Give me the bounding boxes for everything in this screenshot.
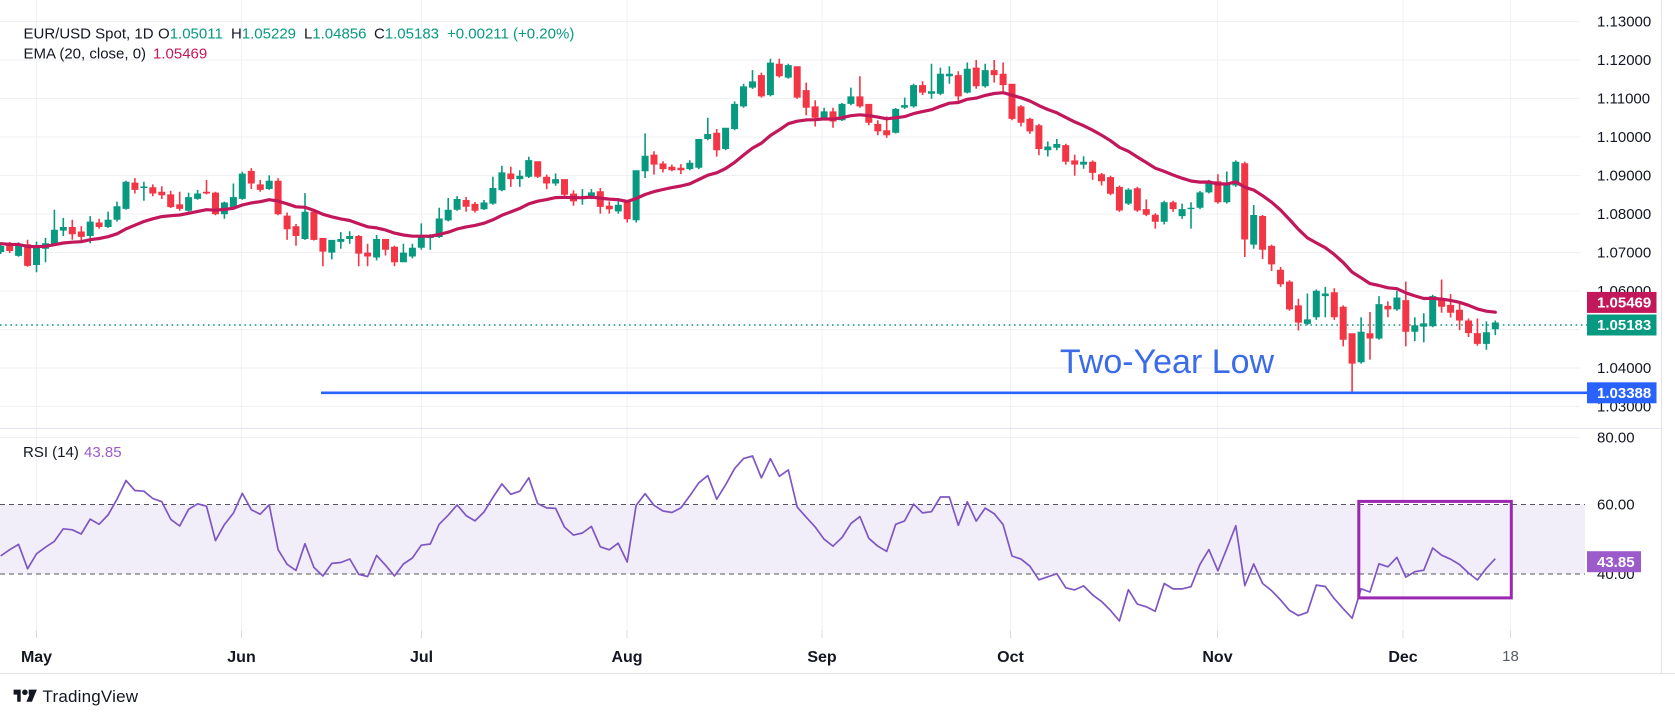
svg-text:18: 18	[1502, 648, 1519, 665]
svg-text:43.85: 43.85	[84, 444, 122, 461]
svg-text:1.05469: 1.05469	[1597, 295, 1651, 312]
svg-text:80.00: 80.00	[1597, 430, 1635, 447]
svg-text:1.05183: 1.05183	[1597, 317, 1651, 334]
svg-text:RSI (14): RSI (14)	[23, 444, 79, 461]
svg-text:1.10000: 1.10000	[1597, 129, 1651, 146]
svg-text:C: C	[374, 26, 385, 43]
svg-text:1.05469: 1.05469	[153, 45, 207, 62]
svg-text:Sep: Sep	[807, 649, 837, 666]
svg-text:Oct: Oct	[997, 649, 1024, 666]
svg-text:1.08000: 1.08000	[1597, 206, 1651, 223]
svg-text:1.04000: 1.04000	[1597, 360, 1651, 377]
svg-text:1.07000: 1.07000	[1597, 245, 1651, 262]
svg-text:O: O	[158, 26, 170, 43]
svg-text:Dec: Dec	[1388, 649, 1417, 666]
svg-text:1.12000: 1.12000	[1597, 52, 1651, 69]
svg-text:1.09000: 1.09000	[1597, 168, 1651, 185]
svg-text:Jul: Jul	[410, 649, 433, 666]
svg-text:+0.00211 (+0.20%): +0.00211 (+0.20%)	[447, 26, 574, 43]
svg-text:1.13000: 1.13000	[1597, 14, 1651, 31]
svg-text:Aug: Aug	[611, 649, 642, 666]
svg-text:May: May	[21, 649, 52, 666]
svg-text:H: H	[231, 26, 242, 43]
svg-text:1.05229: 1.05229	[242, 26, 296, 43]
svg-text:L: L	[304, 26, 312, 43]
svg-text:EUR/USD Spot, 1D: EUR/USD Spot, 1D	[24, 26, 154, 43]
svg-text:43.85: 43.85	[1597, 554, 1635, 571]
svg-text:EMA (20, close, 0): EMA (20, close, 0)	[24, 45, 147, 62]
svg-text:Nov: Nov	[1202, 649, 1232, 666]
svg-text:Two-Year Low: Two-Year Low	[1060, 343, 1275, 381]
svg-text:1.03388: 1.03388	[1597, 385, 1651, 402]
svg-text:1.04856: 1.04856	[312, 26, 366, 43]
svg-text:TradingView: TradingView	[43, 687, 139, 706]
svg-text:1.11000: 1.11000	[1597, 91, 1650, 108]
svg-text:1.05011: 1.05011	[170, 26, 223, 43]
svg-text:Jun: Jun	[227, 649, 255, 666]
svg-text:60.00: 60.00	[1597, 497, 1635, 514]
svg-text:1.05183: 1.05183	[385, 26, 439, 43]
